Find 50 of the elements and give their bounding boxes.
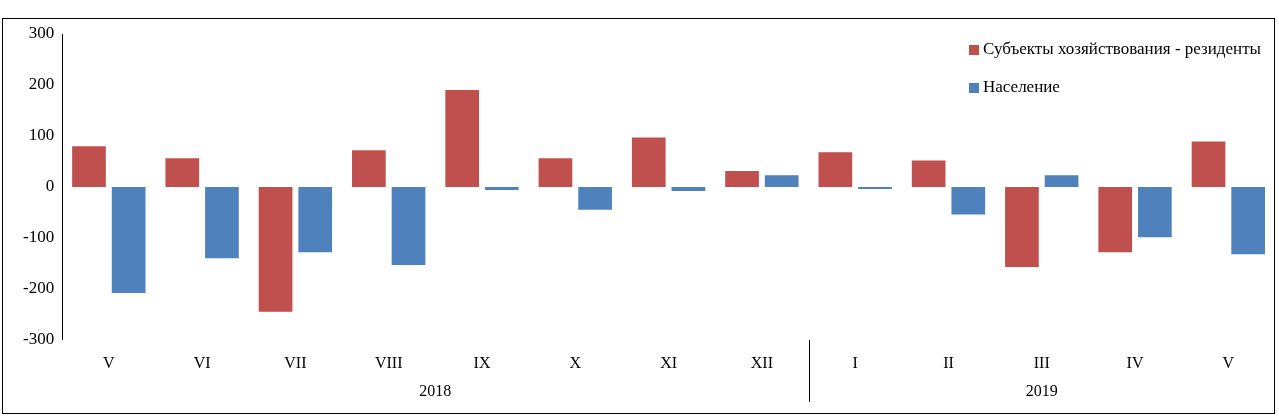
bar — [725, 171, 759, 187]
bar — [391, 186, 426, 265]
y-tick-label: -100 — [22, 227, 55, 247]
x-tick-label: XII — [750, 353, 773, 371]
bar — [1191, 141, 1226, 187]
x-tick-label: XI — [660, 353, 678, 371]
x-tick-label: IX — [473, 353, 491, 371]
y-tick-label: 200 — [28, 74, 55, 94]
bar — [631, 137, 666, 187]
x-tick-label: VIII — [374, 353, 403, 371]
x-tick-label: V — [103, 353, 116, 371]
y-tick-label: 100 — [28, 125, 55, 145]
bar — [165, 158, 200, 187]
bar — [1138, 186, 1172, 238]
bar — [671, 186, 706, 191]
bar — [1005, 186, 1039, 267]
y-tick-label: 0 — [45, 176, 55, 196]
y-tick-label: -300 — [22, 329, 55, 349]
y-tick-label: -200 — [22, 278, 55, 298]
bar — [1044, 175, 1079, 187]
bar — [951, 186, 986, 215]
x-tick-label: X — [569, 353, 582, 371]
x-tick-label: VII — [284, 353, 307, 371]
bar — [818, 152, 853, 187]
bar — [1098, 186, 1133, 253]
bar — [352, 150, 386, 187]
bar — [911, 160, 946, 187]
bar — [298, 186, 333, 253]
bar — [111, 186, 146, 293]
legend-label: Население — [983, 77, 1060, 97]
bar — [1231, 186, 1266, 255]
x-tick-label: VI — [193, 353, 211, 371]
legend-label: Субъекты хозяйствования - резиденты — [983, 39, 1262, 59]
x-tick-label: IV — [1126, 353, 1144, 371]
x-tick-label: III — [1033, 353, 1050, 371]
text: 2019 — [1025, 382, 1058, 399]
y-tick-label: 300 — [28, 23, 55, 43]
bar — [258, 186, 293, 312]
bar — [578, 186, 612, 210]
bar — [445, 90, 480, 187]
bar — [484, 186, 519, 190]
bar — [72, 146, 106, 187]
bar — [764, 175, 799, 187]
bar — [858, 186, 892, 189]
x-tick-label: V — [1222, 353, 1235, 371]
x-tick-label: I — [852, 353, 858, 371]
x-tick-label: II — [943, 353, 954, 371]
bar — [205, 186, 239, 259]
text: 2018 — [419, 382, 452, 399]
bar — [538, 158, 573, 187]
